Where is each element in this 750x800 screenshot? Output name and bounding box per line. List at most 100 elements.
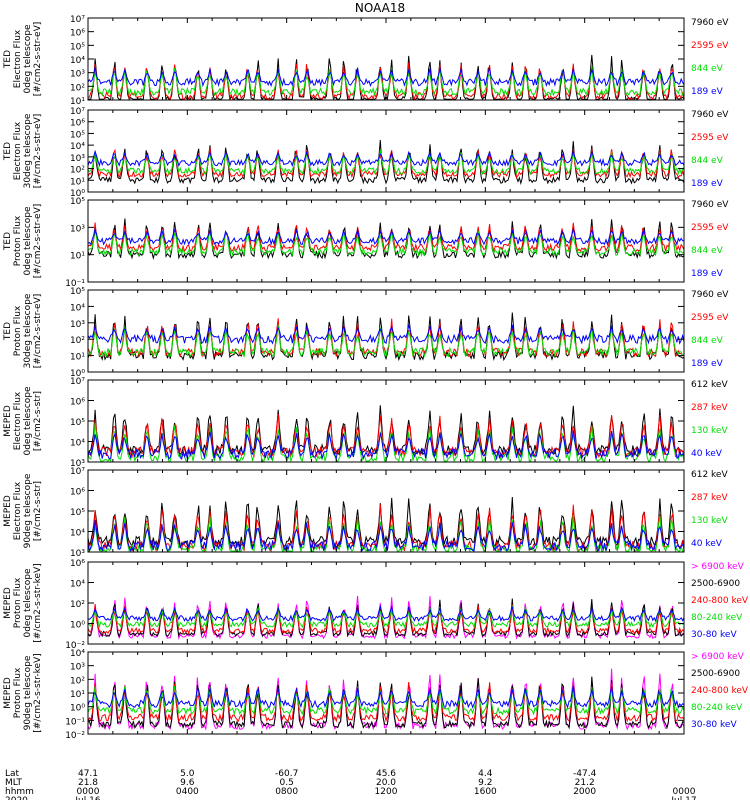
y-axis-label: [#/cm2-s-str] — [33, 391, 43, 451]
y-tick-label: 10⁵ — [70, 508, 85, 518]
y-axis-label: 30deg telescope — [23, 293, 33, 368]
chart-title: NOAA18 — [355, 1, 405, 15]
series-189-ev-line — [87, 66, 685, 88]
series-844-ev-line — [87, 149, 685, 176]
y-axis-label: Electron Flux — [13, 29, 23, 88]
legend-entry: 189 eV — [691, 269, 724, 279]
y-axis-label: MEPED — [3, 405, 13, 437]
legend-entry: 240-800 keV — [691, 686, 749, 696]
y-tick-label: 10⁶ — [70, 398, 85, 408]
footer-value: 9.6 — [180, 778, 195, 788]
footer-value: 5.0 — [180, 769, 195, 779]
y-axis-label: [#/cm2-s-str-eV] — [33, 294, 43, 369]
footer-value: -60.7 — [275, 769, 298, 779]
y-tick-label: 10³ — [70, 70, 85, 80]
y-axis-label: Electron Flux — [13, 391, 23, 450]
series--6900-kev-line — [87, 595, 685, 641]
series-2500-6900-line — [87, 676, 685, 730]
y-tick-label: 10⁴ — [70, 649, 85, 659]
footer-value: 21.8 — [78, 778, 98, 788]
series-80-240-kev-line — [87, 605, 685, 629]
y-tick-label: 10¹ — [70, 177, 85, 187]
footer-value: 21.2 — [575, 778, 595, 788]
legend-entry: 80-240 keV — [691, 703, 743, 713]
y-tick-label: 10⁴ — [70, 142, 85, 152]
legend-entry: > 6900 keV — [691, 652, 745, 662]
footer-value: 1200 — [375, 787, 398, 797]
panel-6: 10³ 10⁴ 10⁵ 10⁶ 10⁷ MEPED Electron Flux 90deg t… — [3, 467, 728, 559]
y-tick-label: 10⁰ — [70, 189, 85, 199]
y-tick-label: 10³ — [70, 320, 85, 330]
y-tick-label: 10² — [70, 600, 85, 610]
series-612-kev-line — [87, 496, 685, 549]
y-tick-label: 10⁶ — [70, 559, 85, 569]
series-189-ev-line — [87, 323, 685, 345]
series-30-80-kev-line — [87, 604, 685, 623]
y-tick-label: 10⁶ — [70, 488, 85, 498]
footer-row-label: MLT — [5, 778, 23, 788]
y-axis-label: MEPED — [3, 677, 13, 709]
legend-entry: 130 keV — [691, 516, 728, 526]
y-tick-label: 10² — [70, 676, 85, 686]
y-tick-label: 10⁴ — [70, 56, 85, 66]
y-tick-label: 10⁷ — [70, 15, 85, 25]
legend-entry: 80-240 keV — [691, 613, 743, 623]
y-axis-label: 0deg telescope — [23, 568, 33, 638]
y-axis-label: TED — [3, 142, 13, 161]
y-axis-label: 0deg telescope — [23, 24, 33, 94]
y-axis-label: 30deg telescope — [23, 113, 33, 188]
y-axis-label: TED — [3, 50, 13, 69]
plot-frame — [87, 109, 685, 193]
y-axis-label: TED — [3, 232, 13, 251]
y-tick-label: 10³ — [70, 549, 85, 559]
footer-axis-info: LatMLThhmm202047.121.80000Jul 165.09.604… — [5, 769, 697, 800]
legend-entry: 130 keV — [691, 426, 728, 436]
footer-value: 20.0 — [376, 778, 396, 788]
series-844-ev-line — [87, 228, 685, 258]
y-tick-label: 10⁵ — [70, 130, 85, 140]
y-tick-label: 10⁶ — [70, 119, 85, 129]
y-tick-label: 10² — [70, 336, 85, 346]
footer-value: 9.2 — [478, 778, 492, 788]
series-189-ev-line — [87, 149, 685, 168]
series-844-ev-line — [87, 324, 685, 359]
series--6900-kev-line — [87, 668, 685, 731]
y-axis-label: 90deg telescope — [23, 473, 33, 548]
y-tick-label: 10¹ — [70, 690, 85, 700]
y-axis-label: [#/cm2-s-str] — [33, 481, 43, 541]
footer-value: 0800 — [275, 787, 298, 797]
y-tick-label: 10⁵ — [70, 197, 85, 207]
legend-entry: 612 keV — [691, 380, 728, 390]
y-tick-label: 10⁰ — [70, 704, 85, 714]
y-tick-label: 10⁻¹ — [65, 717, 85, 727]
footer-value: 0.5 — [280, 778, 294, 788]
footer-value: 4.4 — [478, 769, 493, 779]
y-tick-label: 10⁻² — [65, 641, 85, 651]
y-axis-label: Proton Flux — [13, 667, 23, 718]
legend-entry: 2595 eV — [691, 223, 729, 233]
y-tick-label: 10⁶ — [70, 29, 85, 39]
y-tick-label: 10⁴ — [70, 439, 85, 449]
footer-value: 0400 — [176, 787, 199, 797]
legend-entry: 2595 eV — [691, 133, 729, 143]
y-axis-label: [#/cm2-s-str-keV] — [33, 563, 43, 642]
legend-entry: 189 eV — [691, 87, 724, 97]
legend-entry: 844 eV — [691, 156, 724, 166]
y-tick-label: 10⁴ — [70, 580, 85, 590]
legend-entry: 2500-6900 — [691, 579, 740, 589]
y-tick-label: 10³ — [70, 154, 85, 164]
legend-entry: 844 eV — [691, 64, 724, 74]
y-tick-label: 10³ — [70, 224, 85, 234]
y-tick-label: 10⁵ — [70, 418, 85, 428]
legend-entry: 2500-6900 — [691, 669, 740, 679]
footer-value: -47.4 — [573, 769, 597, 779]
y-tick-label: 10¹ — [70, 252, 85, 262]
footer-value: Jul 16 — [74, 796, 100, 800]
legend-entry: 612 keV — [691, 470, 728, 480]
series-7960-ev-line — [87, 139, 685, 186]
series-844-ev-line — [87, 65, 685, 97]
legend-entry: 844 eV — [691, 246, 724, 256]
panel-5: 10³ 10⁴ 10⁵ 10⁶ 10⁷ MEPED Electron Flux 0deg te… — [3, 377, 728, 469]
footer-row-label: Lat — [5, 769, 20, 779]
